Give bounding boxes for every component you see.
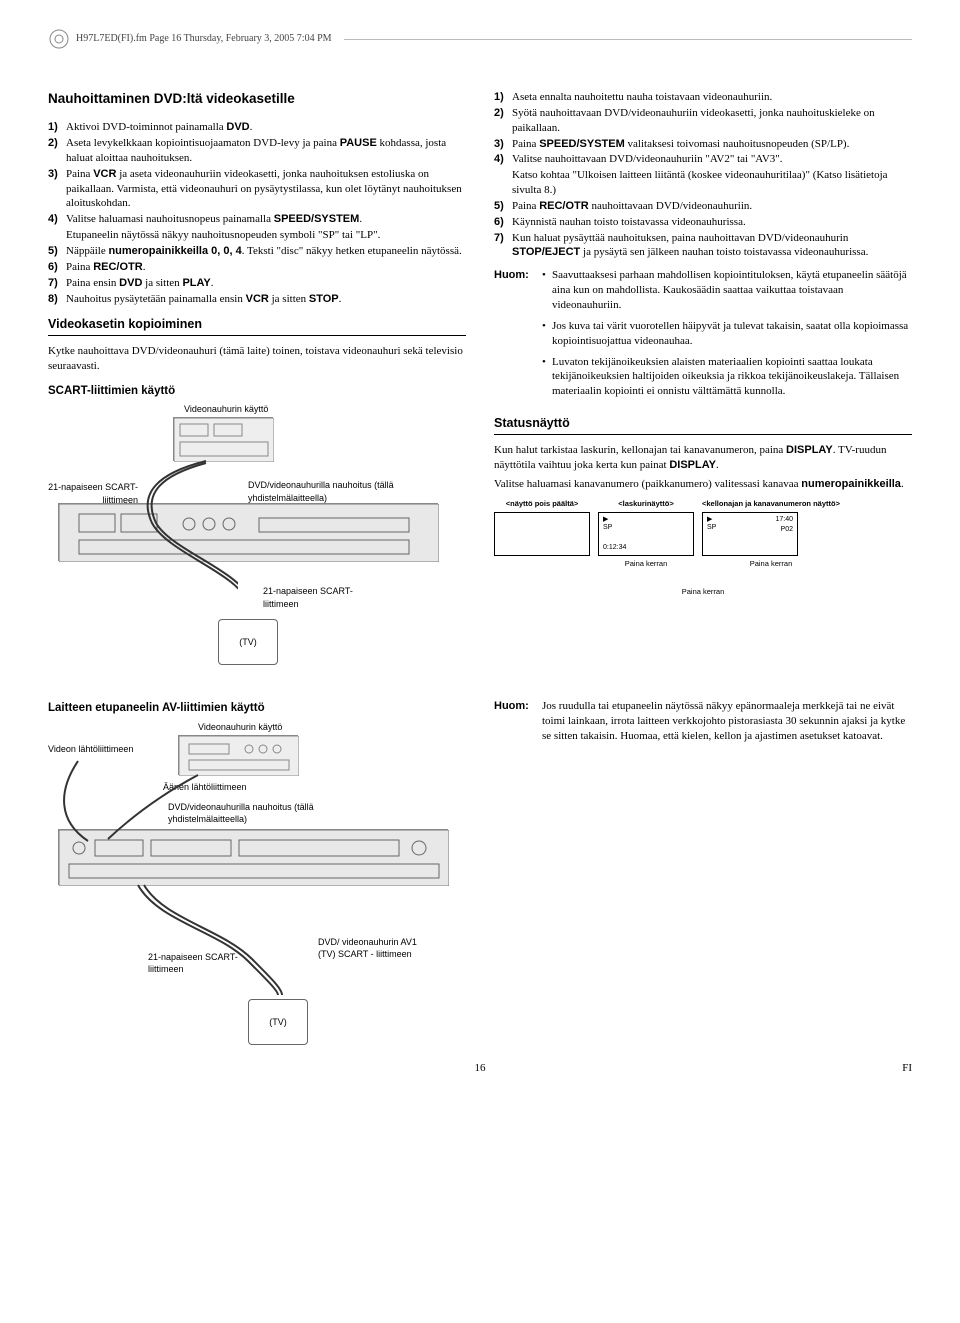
right-ordered-list: 1)Aseta ennalta nauhoitettu nauha toista… — [494, 90, 912, 260]
bottom-note-text: Jos ruudulla tai etupaneelin näytössä nä… — [542, 699, 912, 744]
scart-illustration: Videonauhurin käyttö 21-napaiseen SCART-… — [48, 403, 466, 663]
list-item: 5)Paina REC/OTR nauhoittavaan DVD/videon… — [494, 199, 912, 214]
counter-value: 0:12:34 — [603, 543, 626, 552]
status-p2: Valitse haluamasi kanavanumero (paikkanu… — [494, 477, 912, 492]
list-item: 7)Kun haluat pysäyttää nauhoituksen, pai… — [494, 231, 912, 261]
tv-label: (TV) — [239, 636, 257, 648]
press-label: Paina kerran — [598, 559, 694, 569]
sub1-para: Kytke nauhoittava DVD/videonauhuri (tämä… — [48, 344, 466, 374]
sp-indicator: SP — [707, 523, 716, 532]
av-scart21: 21-napaiseen SCART-liittimeen — [148, 951, 248, 975]
status-title: Statusnäyttö — [494, 415, 912, 435]
bottom-right: Huom: Jos ruudulla tai etupaneelin näytö… — [494, 691, 912, 1041]
note-label: Huom: — [494, 268, 542, 405]
header-rule — [344, 39, 912, 40]
scart-label-rec: DVD/videonauhurilla nauhoitus (tällä yhd… — [248, 479, 428, 503]
tv-box: (TV) — [218, 619, 278, 665]
left-ordered-list: 1)Aktivoi DVD-toiminnot painamalla DVD. … — [48, 120, 466, 306]
state1-box — [494, 512, 590, 556]
state2-label: <laskurinäyttö> — [598, 499, 694, 509]
note-bullets: •Saavuttaaksesi parhaan mahdollisen kopi… — [542, 268, 912, 405]
left-title: Nauhoittaminen DVD:ltä videokasetille — [48, 90, 466, 108]
bottom-note: Huom: Jos ruudulla tai etupaneelin näytö… — [494, 699, 912, 744]
channel-value: P02 — [781, 525, 793, 534]
list-item: 3)Paina SPEED/SYSTEM valitaksesi toivoma… — [494, 137, 912, 152]
scart-cable-2 — [128, 871, 328, 1001]
two-column-layout: Nauhoittaminen DVD:ltä videokasetille 1)… — [48, 90, 912, 663]
note-block: Huom: •Saavuttaaksesi parhaan mahdollise… — [494, 268, 912, 405]
right-column: 1)Aseta ennalta nauhoitettu nauha toista… — [494, 90, 912, 663]
note-bullet: Luvaton tekijänoikeuksien alaisten mater… — [552, 355, 912, 400]
note-bullet: Saavuttaaksesi parhaan mahdollisen kopio… — [552, 268, 912, 313]
list-item: 4)Valitse haluamasi nauhoitusnopeus pain… — [48, 212, 466, 227]
cable-curve — [118, 443, 238, 623]
list-item-cont: Katso kohtaa "Ulkoisen laitteen liitäntä… — [494, 168, 912, 198]
page-lang: FI — [902, 1061, 912, 1076]
note-bullet: Jos kuva tai värit vuorotellen häipyvät … — [552, 319, 912, 349]
time-value: 17:40 — [775, 515, 793, 524]
sub1-title: Videokasetin kopioiminen — [48, 316, 466, 336]
list-item: 7)Paina ensin DVD ja sitten PLAY. — [48, 276, 466, 291]
press-label: Paina kerran — [702, 559, 840, 569]
binder-icon — [48, 28, 70, 50]
header-text: H97L7ED(FI).fm Page 16 Thursday, Februar… — [76, 32, 332, 46]
list-item-cont: Etupaneelin näytössä näkyy nauhoitusnope… — [48, 228, 466, 243]
list-item: 4)Valitse nauhoittavaan DVD/videonauhuri… — [494, 152, 912, 167]
list-item: 8)Nauhoitus pysäytetään painamalla ensin… — [48, 292, 466, 307]
av-illustration: Videonauhurin käyttö Videon lähtöliittim… — [48, 721, 466, 1041]
status-p1: Kun halut tarkistaa laskurin, kellonajan… — [494, 443, 912, 473]
state3-box: ▶ SP 17:40 P02 — [702, 512, 798, 556]
scart-label-bottom: 21-napaiseen SCART-liittimeen — [263, 585, 373, 609]
press-label-bottom: Paina kerran — [494, 587, 912, 597]
state2-box: ▶ SP 0:12:34 — [598, 512, 694, 556]
list-item: 3)Paina VCR ja aseta videonauhuriin vide… — [48, 167, 466, 212]
list-item: 2)Syötä nauhoittavaan DVD/videonauhuriin… — [494, 106, 912, 136]
list-item: 2)Aseta levykelkkaan kopiointisuojaamato… — [48, 136, 466, 166]
list-item: 6)Paina REC/OTR. — [48, 260, 466, 275]
tv-box-2: (TV) — [248, 999, 308, 1045]
sp-indicator: SP — [603, 523, 612, 532]
left-column: Nauhoittaminen DVD:ltä videokasetille 1)… — [48, 90, 466, 663]
bottom-row: Laitteen etupaneelin AV-liittimien käytt… — [48, 691, 912, 1041]
combo-device-rear — [58, 503, 438, 561]
scart-label-top: Videonauhurin käyttö — [184, 403, 268, 415]
page-footer: 16 FI — [48, 1061, 912, 1076]
av-dvd-scart: DVD/ videonauhurin AV1 (TV) SCART - liit… — [318, 936, 428, 960]
av-vcr-use: Videonauhurin käyttö — [198, 721, 282, 733]
list-item: 5)Näppäile numeropainikkeilla 0, 0, 4. T… — [48, 244, 466, 259]
page-number: 16 — [475, 1062, 486, 1074]
state1-label: <näyttö pois päältä> — [494, 499, 590, 509]
list-item: 6)Käynnistä nauhan toisto toistavassa vi… — [494, 215, 912, 230]
av-figure-title: Laitteen etupaneelin AV-liittimien käytt… — [48, 701, 466, 717]
bottom-left: Laitteen etupaneelin AV-liittimien käytt… — [48, 691, 466, 1041]
list-item: 1)Aktivoi DVD-toiminnot painamalla DVD. — [48, 120, 466, 135]
display-states-figure: <näyttö pois päältä> <laskurinäyttö> ▶ S… — [494, 499, 912, 568]
list-item: 1)Aseta ennalta nauhoitettu nauha toista… — [494, 90, 912, 105]
scart-figure-title: SCART-liittimien käyttö — [48, 384, 466, 400]
state3-label: <kellonajan ja kanavanumeron näyttö> — [702, 499, 840, 509]
note-label: Huom: — [494, 699, 542, 744]
tv-label: (TV) — [269, 1016, 287, 1028]
page-header: H97L7ED(FI).fm Page 16 Thursday, Februar… — [48, 28, 912, 50]
